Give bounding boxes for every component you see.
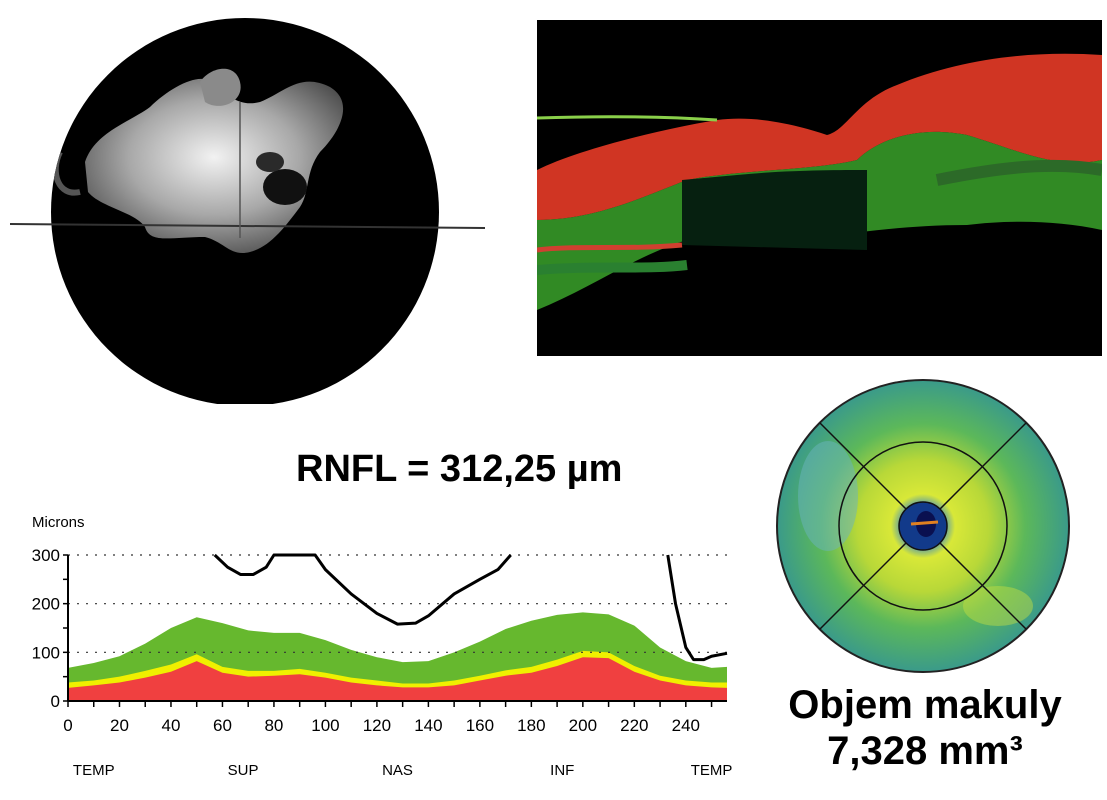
tsnit-chart: Microns 0 100 200 300 0 20 40 60 80 100 120 140 160… — [32, 514, 733, 779]
y-tick-label: 100 — [32, 643, 60, 662]
y-axis-title: Microns — [32, 514, 85, 531]
x-tick-label: 220 — [620, 716, 648, 735]
macular-volume-title: Objem makuly — [788, 683, 1062, 727]
y-tick-label: 300 — [32, 546, 60, 565]
region-label-temp: TEMP — [691, 762, 733, 779]
patient-line-2 — [213, 553, 512, 626]
x-tick-label: 100 — [311, 716, 339, 735]
patient-line-1 — [666, 554, 728, 662]
chart-axes — [63, 554, 727, 707]
band-below-normal — [68, 657, 727, 701]
x-tick-label: 60 — [213, 716, 232, 735]
x-tick-label: 20 — [110, 716, 129, 735]
normative-bands — [68, 612, 727, 701]
macular-thickness-map — [776, 379, 1070, 673]
region-label-sup: SUP — [228, 762, 259, 779]
region-label-nas: NAS — [382, 762, 413, 779]
y-tick-label: 200 — [32, 595, 60, 614]
region-labels: TEMP SUP NAS INF TEMP — [73, 762, 732, 779]
region-label-temp: TEMP — [73, 762, 115, 779]
x-tick-label: 200 — [569, 716, 597, 735]
oct-bscan-image — [537, 20, 1102, 356]
y-tick-label: 0 — [51, 692, 60, 711]
x-tick-label: 80 — [264, 716, 283, 735]
patient-thickness-lines — [213, 553, 728, 662]
x-tick-label: 140 — [414, 716, 442, 735]
macular-volume-label: Objem makuly 7,328 mm³ — [770, 682, 1080, 774]
x-tick-label: 160 — [466, 716, 494, 735]
x-tick-label: 240 — [672, 716, 700, 735]
x-tick-labels: 0 20 40 60 80 100 120 140 160 180 200 220 240 — [63, 716, 700, 735]
x-tick-label: 120 — [363, 716, 391, 735]
fundus-image — [9, 18, 486, 404]
x-tick-label: 180 — [517, 716, 545, 735]
y-tick-labels: 0 100 200 300 — [32, 546, 60, 711]
grid-lines — [68, 554, 727, 653]
macular-volume-value: 7,328 mm³ — [827, 729, 1023, 773]
rnfl-thickness-label: RNFL = 312,25 µm — [296, 448, 623, 490]
x-tick-label: 0 — [63, 716, 72, 735]
region-label-inf: INF — [550, 762, 574, 779]
x-tick-label: 40 — [162, 716, 181, 735]
